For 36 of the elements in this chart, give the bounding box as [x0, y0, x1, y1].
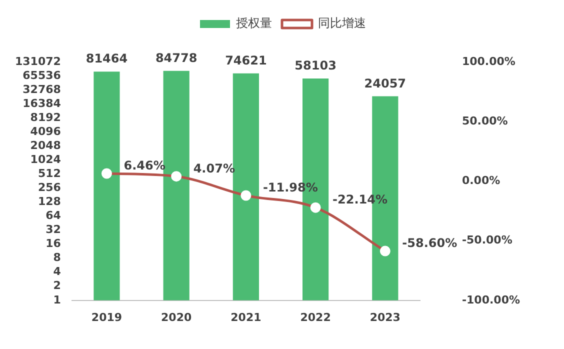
- x-tick-label: 2019: [91, 310, 122, 324]
- data-label: 84778: [155, 50, 198, 65]
- data-label: 24057: [364, 76, 406, 90]
- y-tick-label: 2048: [30, 139, 61, 152]
- data-label: 74621: [225, 54, 267, 68]
- x-tick-label: 2020: [161, 310, 192, 324]
- data-label: -58.60%: [402, 236, 458, 250]
- legend-label: 授权量: [236, 16, 272, 30]
- y-tick-label: 16384: [22, 96, 62, 110]
- x-tick-label: 2022: [300, 310, 331, 324]
- y-tick-label: 32: [46, 223, 61, 236]
- x-tick-label: 2023: [370, 310, 400, 324]
- data-label: 58103: [294, 58, 336, 73]
- y-tick-label: 4096: [30, 124, 62, 138]
- y-tick-label: 8: [53, 251, 61, 264]
- legend-label: 同比增速: [318, 16, 366, 30]
- y2-tick-label: -100.00%: [462, 293, 520, 306]
- y-tick-label: 16: [46, 237, 62, 250]
- y-tick-label: 1: [53, 293, 61, 306]
- y2-tick-label: 100.00%: [462, 54, 516, 68]
- y-tick-label: 65536: [22, 68, 62, 82]
- y2-tick-label: -50.00%: [462, 234, 512, 247]
- y-tick-label: 128: [38, 195, 61, 208]
- y-tick-label: 2: [53, 279, 61, 292]
- y-tick-label: 8192: [30, 110, 61, 124]
- y2-tick-label: 50.00%: [462, 114, 508, 128]
- y2-tick-label: 0.00%: [462, 174, 500, 188]
- y-tick-label: 512: [38, 167, 61, 180]
- y-tick-label: 256: [38, 181, 62, 194]
- y-tick-label: 1024: [30, 153, 62, 166]
- y-tick-label: 4: [53, 265, 62, 278]
- data-label: 81464: [86, 52, 128, 66]
- y-tick-label: 64: [46, 209, 62, 222]
- x-tick-label: 2021: [230, 310, 262, 324]
- y-tick-label: 131072: [14, 54, 61, 68]
- y-tick-label: 32768: [22, 82, 61, 96]
